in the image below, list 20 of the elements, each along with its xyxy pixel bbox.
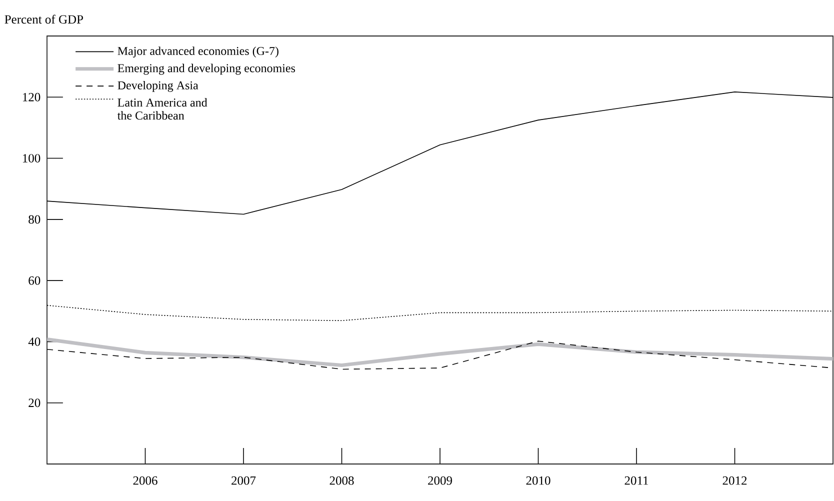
x-tick-label: 2010 bbox=[526, 476, 550, 485]
x-tick-label: 2008 bbox=[330, 476, 354, 485]
x-tick-label: 2012 bbox=[722, 476, 747, 485]
line-series bbox=[47, 304, 834, 322]
x-tick-label: 2007 bbox=[232, 476, 256, 485]
y-axis-title: Percent of GDP bbox=[4, 14, 84, 24]
x-tick-label: 2011 bbox=[624, 476, 648, 485]
y-tick-label: 40 bbox=[28, 337, 40, 346]
y-tick-label: 80 bbox=[28, 215, 40, 224]
legend-label: Major advanced economies (G-7) bbox=[118, 46, 278, 58]
y-tick-label: 100 bbox=[22, 154, 40, 163]
legend-label: Latin America and the Caribbean bbox=[117, 98, 208, 120]
line-series bbox=[47, 92, 834, 215]
y-tick-label: 120 bbox=[22, 92, 40, 102]
x-tick-label: 2006 bbox=[133, 476, 158, 485]
y-tick-label: 20 bbox=[28, 398, 40, 408]
legend-label: Emerging and developing economies bbox=[118, 64, 296, 75]
x-tick-label: 2009 bbox=[428, 476, 452, 485]
legend-label: Developing Asia bbox=[118, 80, 198, 92]
y-tick-label: 60 bbox=[28, 276, 40, 285]
